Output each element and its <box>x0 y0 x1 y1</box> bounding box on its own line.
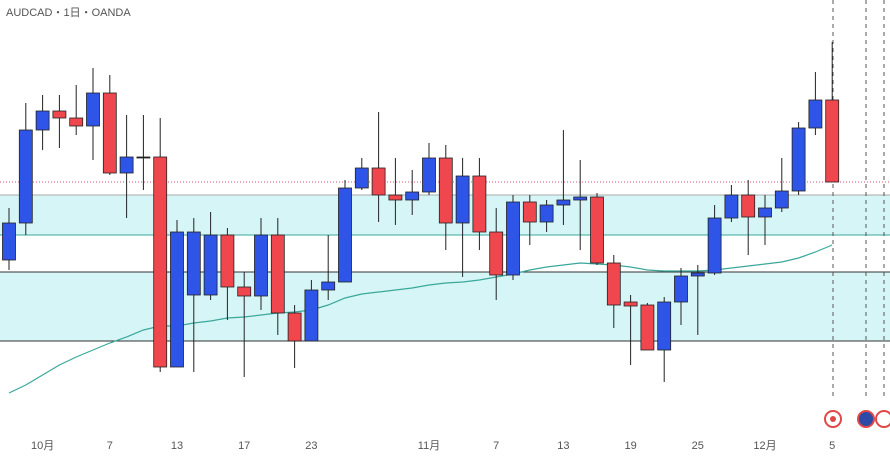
x-tick-label: 17 <box>238 440 250 452</box>
candle-body <box>86 92 100 127</box>
chart-title: AUDCAD・1日・OANDA <box>6 7 131 19</box>
x-tick-label: 19 <box>624 440 636 452</box>
candle-body <box>203 234 218 296</box>
candle-body <box>354 167 369 189</box>
candle-body <box>758 207 772 218</box>
event-icon-dot <box>830 416 836 422</box>
event-icons <box>824 410 890 428</box>
event-icon[interactable] <box>875 410 890 428</box>
candle-body <box>388 194 403 201</box>
candle-body <box>590 196 604 264</box>
candle-body <box>690 272 705 277</box>
x-tick-label: 13 <box>557 440 569 452</box>
candle-body <box>438 157 453 224</box>
candle-body <box>220 234 235 288</box>
x-tick-label: 13 <box>171 440 183 452</box>
candle-body <box>707 217 722 274</box>
event-icon[interactable] <box>857 410 875 428</box>
candle-body <box>52 110 67 119</box>
candle-body <box>674 275 688 303</box>
candle-body <box>539 204 554 223</box>
candle-body <box>741 194 756 218</box>
candle-body <box>623 301 638 307</box>
candle-body <box>119 156 134 174</box>
moving-average <box>8 244 833 394</box>
x-tick-label: 7 <box>493 440 499 452</box>
candle-body <box>657 301 672 351</box>
candle-body <box>489 231 504 276</box>
candle-body <box>774 190 789 209</box>
candle-body <box>2 222 16 261</box>
candle-body <box>472 175 487 233</box>
candle-body <box>606 262 621 306</box>
zone <box>0 272 890 341</box>
candle-body <box>237 286 252 297</box>
candle-body <box>270 234 285 314</box>
candle-body <box>522 201 537 223</box>
candle-body <box>170 231 184 368</box>
candle-body <box>304 289 319 342</box>
x-tick-label: 7 <box>107 440 113 452</box>
candle-body <box>153 156 168 368</box>
candle-body <box>791 127 806 192</box>
candle-body <box>455 175 470 224</box>
candle-body <box>338 187 352 283</box>
candle-body <box>186 231 201 296</box>
candle-body <box>808 99 823 129</box>
candle-body <box>18 129 33 224</box>
x-tick-label: 12月 <box>753 440 776 452</box>
x-tick-label: 11月 <box>418 440 440 452</box>
candle-body <box>321 281 336 291</box>
candle-body <box>287 312 302 342</box>
x-tick-label: 25 <box>692 440 704 452</box>
candle-body <box>405 191 420 201</box>
candle-body <box>254 234 268 297</box>
candle-body <box>640 304 655 351</box>
candle-body <box>69 117 84 127</box>
candle-body <box>371 167 386 196</box>
x-tick-label: 5 <box>829 440 835 452</box>
candle-body <box>506 201 520 276</box>
candle-body <box>825 99 840 183</box>
candle-body <box>724 194 739 219</box>
candle-body <box>136 156 151 159</box>
x-tick-label: 23 <box>305 440 317 452</box>
candle-body <box>573 196 588 201</box>
x-tick-label: 10月 <box>31 440 54 452</box>
candle-body <box>35 110 50 131</box>
candle-body <box>102 92 117 174</box>
candle-body <box>556 199 571 206</box>
candle-body <box>422 157 436 193</box>
